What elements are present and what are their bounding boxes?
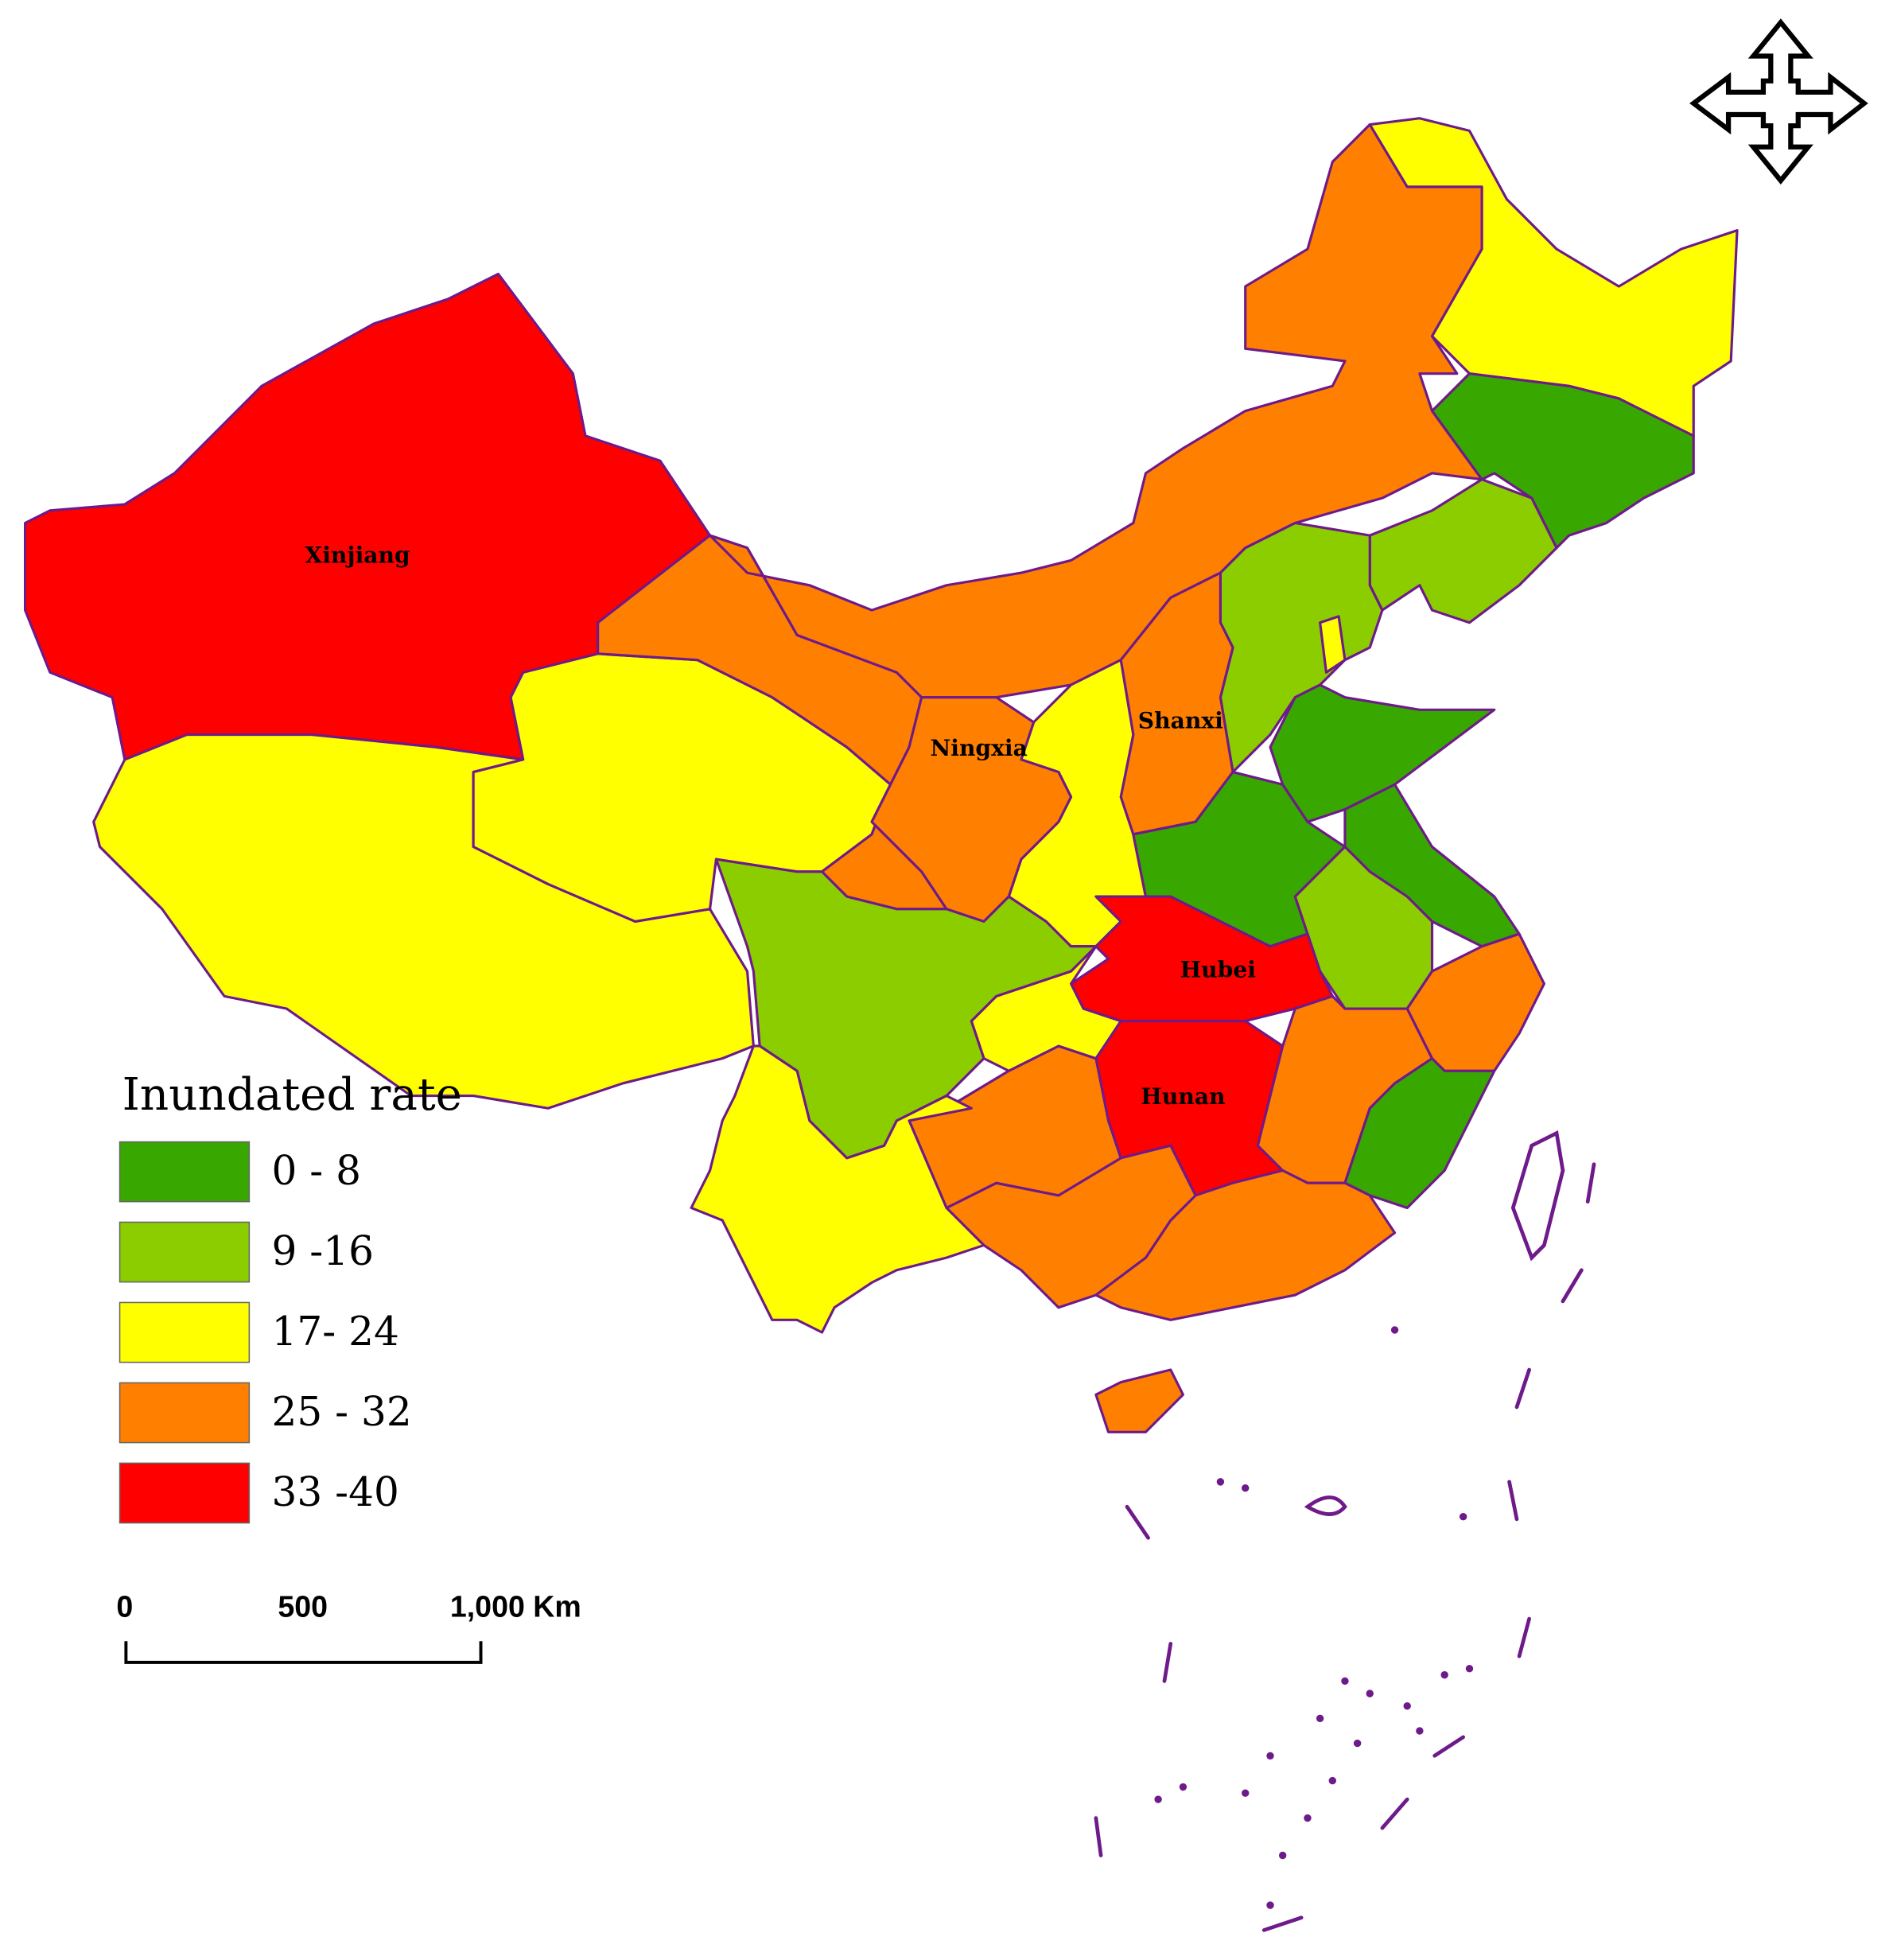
province-label: Xinjiang xyxy=(305,542,410,568)
hainan xyxy=(1094,1368,1184,1433)
scale-label: 1,000 Km xyxy=(450,1589,581,1623)
province-label: Shanxi xyxy=(1138,707,1223,733)
provinces xyxy=(24,117,1739,1433)
islands xyxy=(1094,1162,1596,1932)
legend-title: Inundated rate xyxy=(122,1069,462,1121)
legend-label: 33 -40 xyxy=(272,1469,399,1515)
island-dots xyxy=(1154,1326,1474,1909)
legend-label: 0 - 8 xyxy=(272,1148,361,1194)
legend-swatch xyxy=(119,1462,251,1524)
legend: Inundated rate 0 - 8 9 -16 17- 24 25 - 32 33… xyxy=(119,1069,462,1524)
province-label: Hunan xyxy=(1141,1083,1225,1110)
legend-swatch xyxy=(119,1141,251,1203)
province-label: Ningxia xyxy=(931,735,1028,761)
scale-label: 0 xyxy=(116,1589,133,1623)
hubei xyxy=(1069,895,1334,1023)
heilongjiang xyxy=(1368,117,1739,438)
taiwan xyxy=(1510,1130,1565,1262)
province-label: Hubei xyxy=(1180,957,1256,983)
zhejiang xyxy=(1405,932,1545,1072)
legend-label: 17- 24 xyxy=(272,1309,399,1355)
legend-label: 9 -16 xyxy=(272,1228,374,1274)
tianjin xyxy=(1319,615,1347,674)
scale-line xyxy=(124,1641,483,1664)
legend-label: 25 - 32 xyxy=(272,1389,412,1435)
legend-swatch xyxy=(119,1301,251,1363)
shandong xyxy=(1269,683,1496,823)
legend-swatch xyxy=(119,1221,251,1283)
yunnan xyxy=(690,1044,985,1334)
province-labels: Xinjiang Ningxia Shanxi Hubei Hunan xyxy=(305,542,1256,1110)
guizhou xyxy=(908,1044,1122,1210)
jilin xyxy=(1430,372,1695,550)
north-arrow xyxy=(1689,18,1868,185)
liaoning xyxy=(1368,478,1558,624)
scale-label: 500 xyxy=(278,1589,328,1623)
legend-swatch xyxy=(119,1382,251,1444)
scale-bar: 0 500 1,000 Km xyxy=(116,1589,581,1664)
